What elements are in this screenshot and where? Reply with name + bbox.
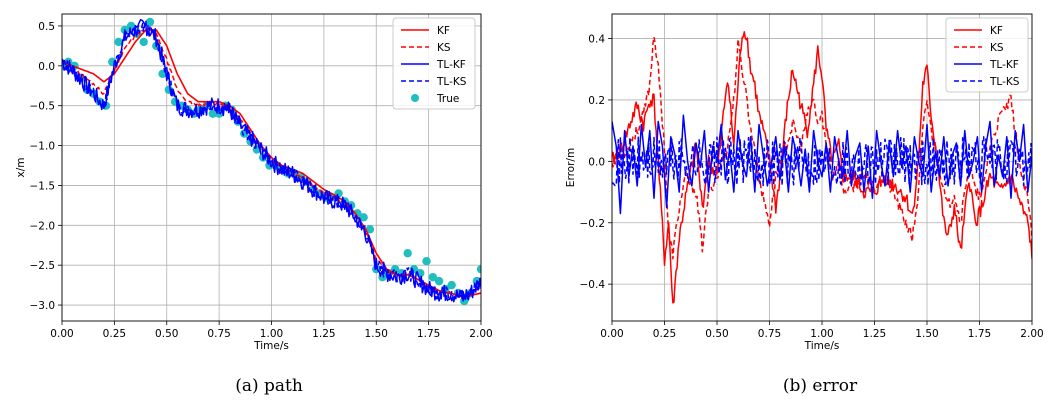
true-point [359,213,368,222]
true-point [114,37,123,47]
caption-error: (b) error [782,376,858,396]
y-tick-label: 0.0 [588,156,605,168]
x-tick-label: 1.25 [863,328,886,340]
y-axis-label: Error/m [565,148,577,187]
legend-label-tl-ks: TL-KS [989,76,1020,88]
x-tick-label: 1.50 [365,328,388,340]
y-tick-label: −2.0 [30,220,56,232]
true-point [365,225,375,234]
x-tick-label: 0.25 [653,328,676,340]
true-point [139,37,148,47]
y-tick-label: −0.4 [580,279,606,291]
legend: KF KS TL-KF TL-KS True [392,17,476,110]
y-tick-label: −1.0 [30,141,56,153]
true-point [428,272,438,282]
legend-label-tl-kf: TL-KF [989,59,1019,71]
y-tick-label: 0.2 [588,95,605,107]
plot-frame [611,13,1033,322]
y-tick-label: −0.5 [30,101,56,113]
y-tick-label: −1.5 [30,180,56,192]
true-point [403,249,412,258]
legend-label-tl-ks: TL-KS [436,76,467,88]
series-tl-kf [612,114,1032,215]
x-axis-label: Time/s [804,340,840,352]
x-tick-label: 2.00 [1020,328,1043,340]
y-tick-label: 0.0 [38,61,55,73]
x-tick-label: 1.25 [312,328,335,340]
chart-error: 0.00 0.25 0.50 0.75 1.00 1.25 1.50 1.75 2.00 0.4 0… [565,13,1044,352]
x-tick-label: 1.00 [260,328,283,340]
x-tick-label: 0.50 [155,328,178,340]
x-tick-label: 1.75 [417,328,440,340]
true-point [145,17,155,27]
plot-area [62,17,481,306]
x-tick-label: 0.25 [103,328,126,340]
legend-frame [945,17,1029,93]
y-axis-label: x/m [15,158,27,178]
x-tick-label: 0.00 [600,328,623,340]
x-tick-label: 0.75 [758,328,781,340]
true-point [476,264,481,274]
y-tick-label: 0.4 [588,34,605,46]
x-tick-label: 1.75 [968,328,991,340]
legend-label-ks: KS [437,42,451,54]
plot-frame [61,13,482,322]
x-axis-label: Time/s [253,340,289,352]
x-tick-label: 1.00 [810,328,833,340]
true-point [434,276,444,286]
series-tl-kf [62,18,481,303]
legend-frame [392,17,476,110]
y-tick-label: −2.5 [30,260,56,272]
y-tick-label: 0.5 [38,21,55,33]
legend-label-kf: KF [990,25,1003,37]
y-tick-label: −3.0 [30,300,56,312]
x-tick-label: 0.75 [207,328,230,340]
true-point [208,109,218,118]
x-tick-label: 0.50 [705,328,728,340]
x-tick-label: 2.00 [469,328,492,340]
legend-label-tl-kf: TL-KF [436,59,466,71]
legend-label-kf: KF [437,25,450,37]
y-tick-label: −0.2 [580,218,606,230]
series-ks [612,36,1032,260]
x-tick-label: 1.50 [915,328,938,340]
true-point [422,256,431,266]
chart-path: 0.00 0.25 0.50 0.75 1.00 1.25 1.50 1.75 2.00 0.5 0… [15,13,493,352]
true-point [447,280,456,290]
legend-marker-true [411,94,419,102]
x-tick-label: 0.00 [50,328,73,340]
series-kf [62,29,481,297]
grid [61,14,482,321]
legend: KF KS TL-KF TL-KS [945,17,1029,93]
plot-area [612,31,1032,304]
legend-label-true: True [436,93,459,105]
caption-path: (a) path [235,376,303,396]
legend-label-ks: KS [990,42,1004,54]
series-kf [612,31,1032,304]
